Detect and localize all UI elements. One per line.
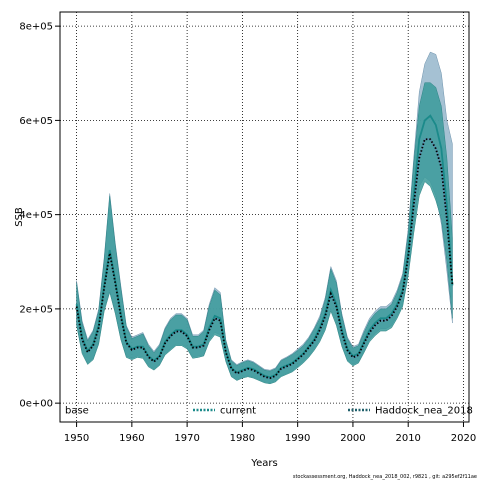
- footer-note: stockassessment.org, Haddock_nea_2018_00…: [293, 474, 477, 480]
- x-axis-title: Years: [250, 458, 277, 469]
- y-axis: 0e+00 2e+05 4e+05 6e+05 8e+05: [19, 22, 60, 410]
- y-tick-label: 2e+05: [19, 304, 53, 315]
- plot-frame: [59, 11, 470, 423]
- confidence-bands: [76, 51, 453, 385]
- x-axis: 1950 1960 1970 1980 1990 2000 2010 2020: [64, 422, 476, 444]
- x-tick-label: 1960: [119, 433, 144, 444]
- y-axis-title: SSB: [14, 207, 25, 227]
- y-tick-label: 8e+05: [19, 22, 53, 33]
- series-line-haddock: [75, 138, 454, 380]
- x-tick-label: 1970: [174, 433, 199, 444]
- x-tick-label: 2010: [395, 433, 420, 444]
- y-tick-label: 0e+00: [19, 399, 53, 410]
- y-tick-label: 4e+05: [19, 210, 53, 221]
- grid-lines: [60, 12, 469, 422]
- legend-label-current: current: [220, 406, 256, 417]
- x-tick-label: 2020: [451, 433, 476, 444]
- legend-label-haddock: Haddock_nea_2018: [375, 406, 473, 417]
- x-tick-label: 2000: [340, 433, 365, 444]
- y-tick-label: 6e+05: [19, 116, 53, 127]
- x-tick-label: 1980: [230, 433, 255, 444]
- series-lines: [75, 114, 454, 380]
- band-base: [76, 82, 453, 385]
- x-tick-label: 1950: [64, 433, 89, 444]
- legend: base current Haddock_nea_2018: [65, 406, 473, 417]
- legend-label-base: base: [65, 406, 89, 417]
- x-tick-label: 1990: [285, 433, 310, 444]
